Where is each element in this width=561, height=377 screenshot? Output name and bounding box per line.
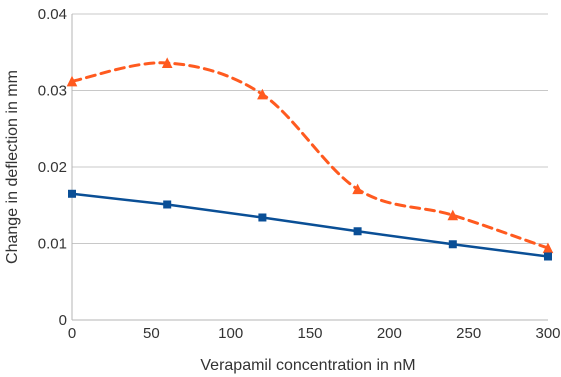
data-point [353,227,362,236]
y-tick-label: 0 [59,312,67,329]
y-axis-title: Change in deflection in mm [4,70,21,264]
series-line [70,192,550,258]
data-point [352,183,363,195]
y-tick-label: 0.03 [38,83,67,100]
x-tick-label: 200 [377,325,402,342]
series-layer [66,57,554,261]
y-tick-label: 0.02 [38,159,67,176]
x-axis-title: Verapamil concentration in nM [200,357,415,374]
data-point [161,57,173,68]
data-point [163,200,172,209]
grid-layer [72,13,548,321]
data-point [447,209,459,221]
x-tick-label: 100 [218,325,243,342]
data-point [257,88,268,100]
y-tick-label: 0.01 [38,236,67,253]
x-tick-label: 300 [535,325,560,342]
data-point [544,252,552,261]
x-tick-label: 250 [456,325,481,342]
x-tick-label: 0 [68,325,76,342]
x-tick-label: 150 [297,325,322,342]
data-point [68,189,76,198]
label-layer: Verapamil concentration in nM Change in … [4,70,416,374]
x-tick-label: 50 [143,325,160,342]
data-point [66,75,78,87]
y-tick-label: 0.04 [38,6,67,23]
data-point [258,213,267,222]
data-point [448,240,457,249]
axis-layer: 0 0.01 0.02 0.03 0.04 0 50 100 150 200 250 300 [38,6,561,342]
